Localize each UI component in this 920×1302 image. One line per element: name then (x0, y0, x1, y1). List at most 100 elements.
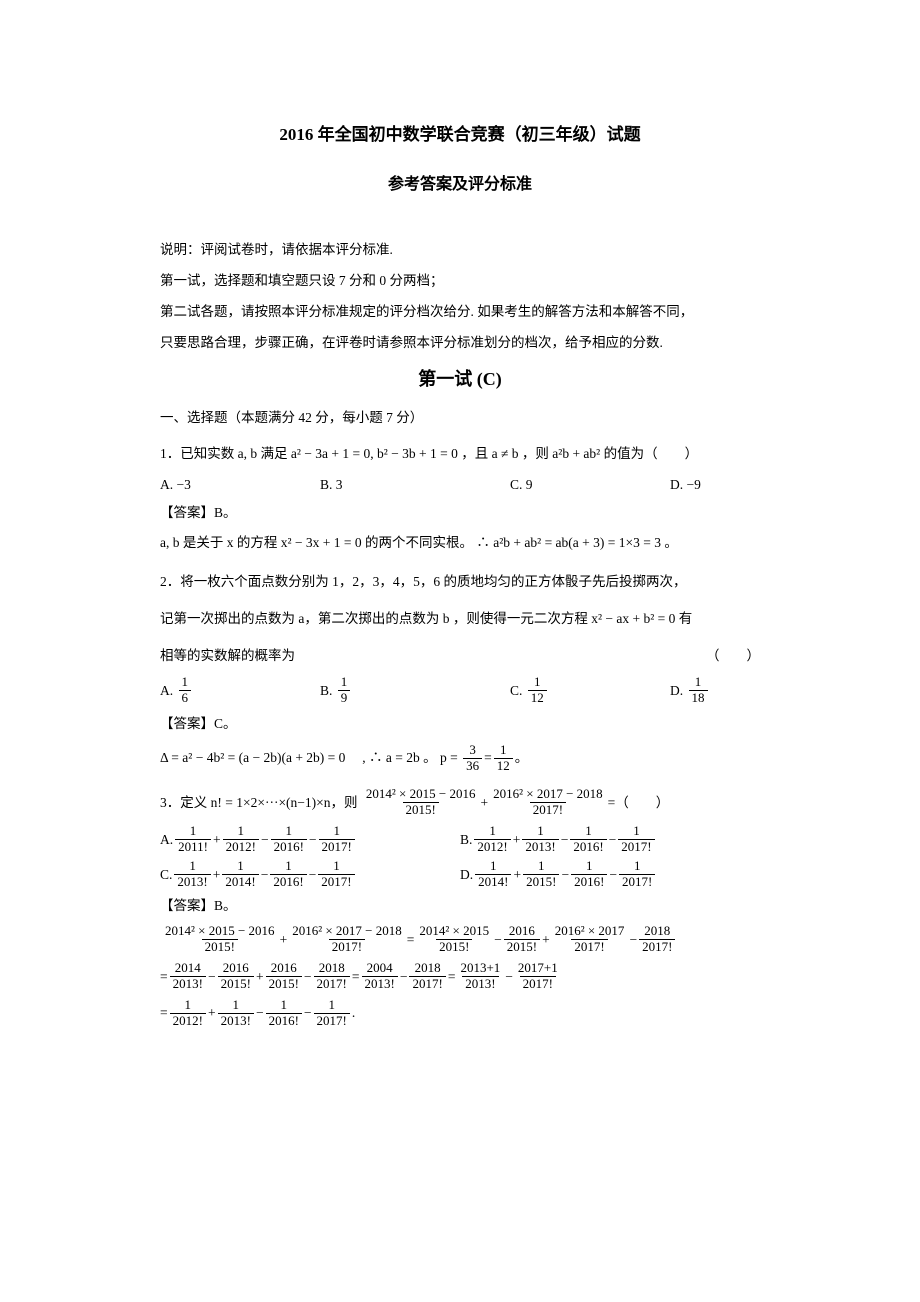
q2-stem-l2: 记第一次掷出的点数为 a，第二次掷出的点数为 b ，则使得一元二次方程 x² −… (160, 605, 760, 632)
frac-den: 2016! (570, 839, 606, 855)
frac-den: 18 (689, 690, 708, 706)
fraction: 20182017! (314, 961, 350, 992)
q3-options-row1: A. 12011! + 12012! − 12016! − 12017! B. … (160, 824, 760, 855)
frac-num: 2014² × 2015 (416, 924, 492, 939)
frac-num: 2016 (220, 961, 252, 976)
math-text: C. (160, 863, 172, 887)
section-1-head: 一、选择题（本题满分 42 分，每小题 7 分） (160, 406, 760, 430)
fraction: 2014² × 2015 − 20162015! (162, 924, 278, 955)
frac-num: 2016² × 2017 − 2018 (490, 787, 606, 802)
math-text: − (609, 863, 617, 887)
frac-num: 2004 (364, 961, 396, 976)
math-text: − (304, 965, 312, 989)
frac-den: 2016! (266, 1013, 302, 1029)
frac-den: 2017! (571, 939, 607, 955)
fraction: 20042013! (362, 961, 398, 992)
q2-stem-l1: 2．将一枚六个面点数分别为 1，2，3，4，5，6 的质地均匀的正方体骰子先后投… (160, 568, 760, 595)
q2-option-c: C. 1 12 (510, 675, 670, 706)
frac-den: 2017! (639, 939, 675, 955)
frac-den: 2011! (175, 839, 211, 855)
frac-num: 2013+1 (457, 961, 503, 976)
frac-num: 1 (338, 675, 351, 690)
frac-num: 2018 (412, 961, 444, 976)
fraction: 12016! (266, 998, 302, 1029)
frac-den: 2017! (530, 802, 566, 818)
frac-num: 1 (631, 859, 644, 874)
q3-sol-line2: = 20142013! − 20162015! + 20162015! − 20… (160, 961, 760, 992)
q1-solution: a, b 是关于 x 的方程 x² − 3x + 1 = 0 的两个不同实根。 … (160, 529, 760, 556)
frac-den: 2017! (409, 976, 445, 992)
frac-num: 2014² × 2015 − 2016 (363, 787, 479, 802)
fraction: 12016! (271, 824, 307, 855)
math-text: + (280, 928, 288, 952)
q1-options: A. −3 B. 3 C. 9 D. −9 (160, 473, 760, 497)
math-text: − (309, 863, 317, 887)
q2-option-b: B. 1 9 (320, 675, 510, 706)
q2-d-label: D. (670, 679, 683, 703)
math-text: − (256, 1001, 264, 1025)
frac-num: 2016 (268, 961, 300, 976)
fraction: 12014! (222, 859, 258, 890)
math-text: + (213, 828, 221, 852)
fraction: 20162015! (504, 924, 540, 955)
math-text: − (609, 828, 617, 852)
frac-num: 1 (330, 859, 343, 874)
q2-sol-eq: = (484, 746, 492, 770)
frac-num: 1 (235, 824, 248, 839)
q1-answer: 【答案】B。 (160, 501, 760, 525)
math-text: − (261, 828, 269, 852)
frac-den: 2015! (266, 976, 302, 992)
frac-den: 2013! (522, 839, 558, 855)
frac-den: 2012! (223, 839, 259, 855)
math-text: A. (160, 828, 173, 852)
frac-den: 2017! (619, 874, 655, 890)
fraction: 12017! (319, 824, 355, 855)
math-text: − (208, 965, 216, 989)
math-text: B. (460, 828, 472, 852)
frac-num: 1 (187, 824, 200, 839)
frac-den: 2017! (618, 839, 654, 855)
frac-den: 2015! (218, 976, 254, 992)
q2-d-frac: 1 18 (689, 675, 708, 706)
frac-den: 6 (179, 690, 192, 706)
q2-option-a: A. 1 6 (160, 675, 320, 706)
frac-den: 2017! (520, 976, 556, 992)
frac-num: 1 (497, 743, 510, 758)
explain-line-3: 第二试各题，请按照本评分标准规定的评分档次给分. 如果考生的解答方法和本解答不同… (160, 301, 760, 324)
math-text: + (513, 828, 521, 852)
frac-num: 1 (583, 859, 596, 874)
frac-num: 1 (486, 824, 499, 839)
math-text: = (407, 928, 415, 952)
fraction: 12015! (523, 859, 559, 890)
frac-den: 2015! (436, 939, 472, 955)
q2-sol-suffix: 。 (515, 746, 529, 770)
frac-num: 2016² × 2017 (552, 924, 628, 939)
frac-den: 2017! (314, 1013, 350, 1029)
frac-den: 2017! (329, 939, 365, 955)
q2-a-frac: 1 6 (179, 675, 192, 706)
frac-den: 2013! (462, 976, 498, 992)
frac-den: 12 (494, 758, 513, 774)
frac-den: 9 (338, 690, 351, 706)
frac-den: 2013! (174, 874, 210, 890)
frac-den: 2017! (319, 839, 355, 855)
frac-num: 1 (283, 824, 296, 839)
frac-num: 2014 (172, 961, 204, 976)
explain-line-2: 第一试，选择题和填空题只设 7 分和 0 分两档； (160, 270, 760, 293)
q3-option-b: B. 12012! + 12013! − 12016! − 12017! (460, 824, 760, 855)
frac-den: 2014! (475, 874, 511, 890)
frac-den: 12 (528, 690, 547, 706)
explain-line-4: 只要思路合理，步骤正确，在评卷时请参照本评分标准划分的档次，给予相应的分数. (160, 332, 760, 355)
q2-answer: 【答案】C。 (160, 712, 760, 736)
q2-sol-prefix: Δ = a² − 4b² = (a − 2b)(a + 2b) = 0 , ∴ … (160, 746, 458, 770)
fraction: 2016² × 20172017! (552, 924, 628, 955)
math-text: . (352, 1001, 355, 1025)
math-text: − (304, 1001, 312, 1025)
fraction: 12013! (218, 998, 254, 1029)
q3-sol-line1: 2014² × 2015 − 20162015! + 2016² × 2017 … (160, 924, 760, 955)
q2-solution: Δ = a² − 4b² = (a − 2b)(a + 2b) = 0 , ∴ … (160, 743, 760, 774)
math-text: = (352, 965, 360, 989)
q3-options-row2: C. 12013! + 12014! − 12016! − 12017! D. … (160, 859, 760, 890)
frac-den: 2013! (170, 976, 206, 992)
fraction: 12017! (318, 859, 354, 890)
